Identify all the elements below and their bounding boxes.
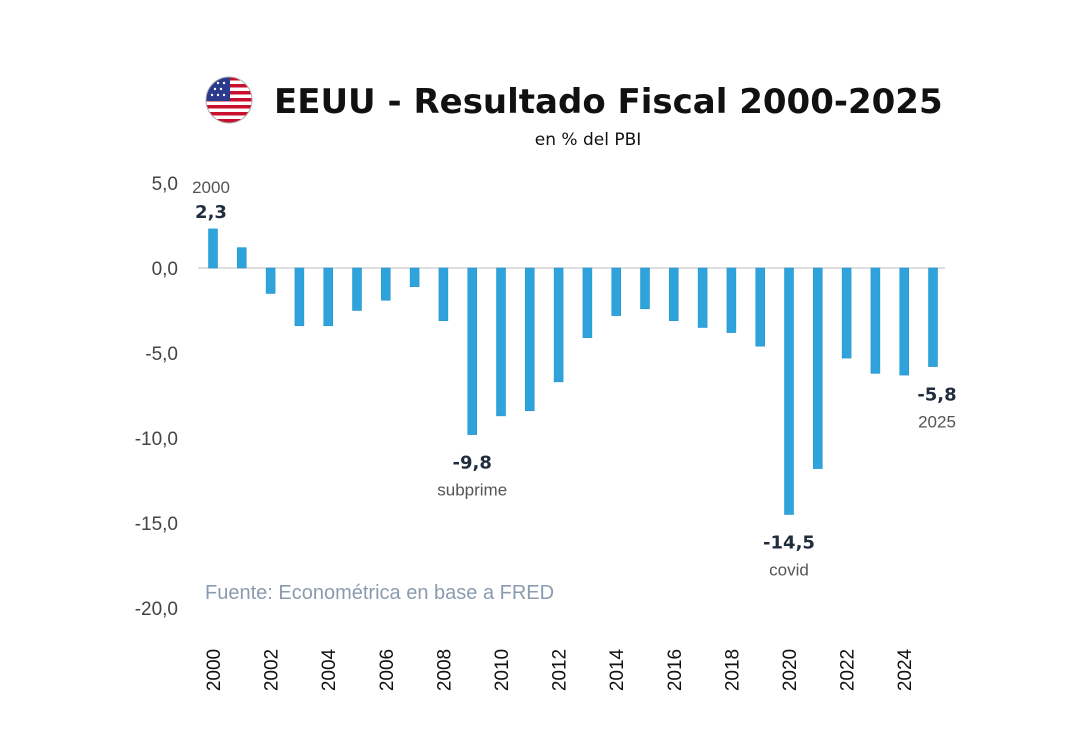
x-tick-label: 2018 [722, 649, 743, 691]
x-tick-label: 2024 [895, 648, 916, 691]
bar-2021 [813, 267, 823, 469]
annotation-label-2020: covid [769, 561, 809, 580]
bar-2016 [669, 267, 679, 321]
x-tick-label: 2016 [665, 649, 686, 691]
x-tick-label: 2000 [204, 649, 225, 691]
annotation-value-2009: -9,8 [453, 453, 492, 474]
annotations: 2,3 2000 -9,8 subprime -14,5 covid -5,8 2025 [192, 178, 957, 580]
x-tick-label: 2014 [607, 648, 628, 691]
x-tick-label: 2012 [550, 649, 571, 691]
y-tick-label: -10,0 [135, 429, 178, 450]
x-tick-label: 2004 [319, 648, 340, 691]
bar-2024 [899, 267, 909, 376]
bar-2009 [467, 267, 477, 435]
bar-2014 [611, 267, 621, 316]
bar-2023 [870, 267, 881, 374]
annotation-label-2000: 2000 [192, 178, 230, 197]
annotation-value-2000: 2,3 [195, 202, 227, 223]
x-tick-label: 2022 [838, 649, 859, 691]
y-tick-label: -20,0 [135, 599, 178, 620]
annotation-label-2009: subprime [437, 481, 507, 500]
x-tick-label: 2020 [780, 649, 801, 691]
y-tick-label: 0,0 [152, 259, 178, 280]
bar-2013 [582, 267, 593, 338]
bar-2020 [784, 267, 794, 515]
bar-2015 [640, 267, 650, 310]
chart-title: EEUU - Resultado Fiscal 2000-2025 [274, 82, 943, 122]
bar-2022 [841, 267, 852, 359]
y-tick-label: 5,0 [152, 174, 178, 195]
y-tick-label: -15,0 [135, 514, 178, 535]
us-flag-icon [205, 76, 253, 124]
bar-2000 [208, 228, 218, 269]
bar-2007 [409, 267, 420, 287]
annotation-value-2025: -5,8 [917, 385, 956, 406]
y-tick-label: -5,0 [145, 344, 178, 365]
bar-2017 [697, 267, 708, 328]
chart-subtitle: en % del PBI [535, 130, 642, 150]
bars [208, 228, 938, 515]
x-tick-label: 2010 [492, 649, 513, 691]
bar-2011 [525, 267, 535, 412]
bar-2006 [381, 267, 391, 301]
x-tick-label: 2006 [377, 649, 398, 691]
source-note: Fuente: Econométrica en base a FRED [205, 582, 554, 604]
x-tick-label: 2002 [262, 649, 283, 691]
bar-2004 [323, 267, 333, 327]
y-axis: 5,0 0,0 -5,0 -10,0 -15,0 -20,0 [135, 174, 178, 620]
bar-2010 [496, 267, 506, 417]
bar-2002 [265, 267, 276, 294]
x-axis: 2000 2002 2004 2006 2008 2010 2012 2014 2016 2018… [204, 648, 916, 691]
bar-2025 [928, 267, 938, 367]
x-tick-label: 2008 [434, 649, 455, 691]
bar-2019 [755, 267, 765, 347]
bar-2001 [237, 247, 247, 269]
bar-2003 [294, 267, 305, 327]
bar-2018 [726, 267, 737, 333]
bar-2005 [352, 267, 362, 311]
bar-2008 [438, 267, 449, 321]
annotation-value-2020: -14,5 [763, 533, 815, 554]
bar-2012 [553, 267, 564, 383]
annotation-label-2025: 2025 [918, 413, 956, 432]
